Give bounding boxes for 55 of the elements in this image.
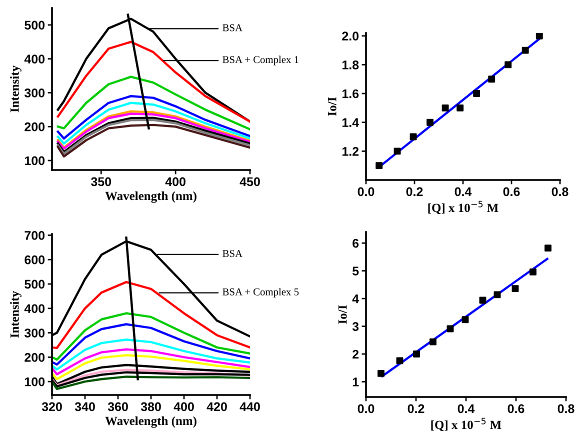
x-tick-label: 0.8 xyxy=(552,187,568,196)
y-tick-label: 2.0 xyxy=(342,32,359,41)
x-tick-label: 340 xyxy=(74,402,95,412)
y-axis-title: Io/I xyxy=(338,305,347,324)
x-tick-label: 360 xyxy=(108,402,128,412)
x-tick-label: 0.8 xyxy=(558,404,574,414)
x-tick-label: 350 xyxy=(90,177,112,186)
x-tick-label: 0.0 xyxy=(358,404,374,414)
x-axis-title: Wavelength (nm) xyxy=(105,191,196,203)
x-tick-label: 380 xyxy=(140,402,161,412)
y-axis-title: Intensity xyxy=(10,291,22,338)
y-tick-label: 500 xyxy=(24,280,45,289)
y-tick-label: 600 xyxy=(24,255,45,264)
y-tick-label: 700 xyxy=(24,231,45,240)
x-tick-label: 420 xyxy=(206,402,227,412)
x-tick-label: 400 xyxy=(165,177,186,186)
x-tick-label: 320 xyxy=(42,402,62,412)
x-tick-label: 0.4 xyxy=(454,187,472,196)
y-tick-label: 300 xyxy=(24,88,45,98)
x-axis-title: [Q] x 10$^{−5}$ M xyxy=(428,200,498,214)
y-tick-label: 3 xyxy=(352,322,359,331)
y-tick-label: 500 xyxy=(24,20,45,30)
y-tick-label: 1.8 xyxy=(342,60,359,70)
y-tick-label: 100 xyxy=(24,377,45,386)
y-tick-label: 1.4 xyxy=(342,118,359,127)
annotation: BSA xyxy=(222,250,242,258)
x-axis-title: [Q] x 10$^{−5}$ M xyxy=(431,418,502,432)
x-tick-label: 450 xyxy=(240,177,260,186)
y-tick-label: 400 xyxy=(24,304,45,314)
y-axis-title: Io/I xyxy=(328,97,336,116)
annotation: BSA + Complex 5 xyxy=(222,288,299,298)
y-tick-label: 1.6 xyxy=(342,89,359,98)
x-tick-label: 0.6 xyxy=(503,187,520,196)
y-tick-label: 1 xyxy=(352,378,359,386)
y-tick-label: 400 xyxy=(24,54,45,64)
x-axis-title: Wavelength (nm) xyxy=(105,416,196,428)
x-tick-label: 0.0 xyxy=(358,187,374,196)
y-tick-label: 6 xyxy=(352,238,359,248)
y-tick-label: 4 xyxy=(352,294,359,304)
y-tick-label: 300 xyxy=(24,328,45,338)
x-tick-label: 0.2 xyxy=(408,404,424,414)
y-tick-label: 1.2 xyxy=(342,146,359,156)
x-tick-label: 0.2 xyxy=(406,187,423,196)
y-tick-label: 200 xyxy=(24,122,45,132)
annotation: BSA + Complex 1 xyxy=(222,56,298,66)
y-tick-label: 2 xyxy=(352,350,359,359)
x-tick-label: 0.6 xyxy=(508,404,524,414)
y-tick-label: 5 xyxy=(352,266,359,276)
x-tick-label: 400 xyxy=(174,402,194,412)
annotation: BSA xyxy=(222,24,242,32)
y-axis-title: Intensity xyxy=(10,66,22,112)
x-tick-label: 0.4 xyxy=(458,404,475,414)
x-tick-label: 440 xyxy=(240,402,260,412)
y-tick-label: 200 xyxy=(24,352,45,362)
y-tick-label: 100 xyxy=(24,156,45,166)
